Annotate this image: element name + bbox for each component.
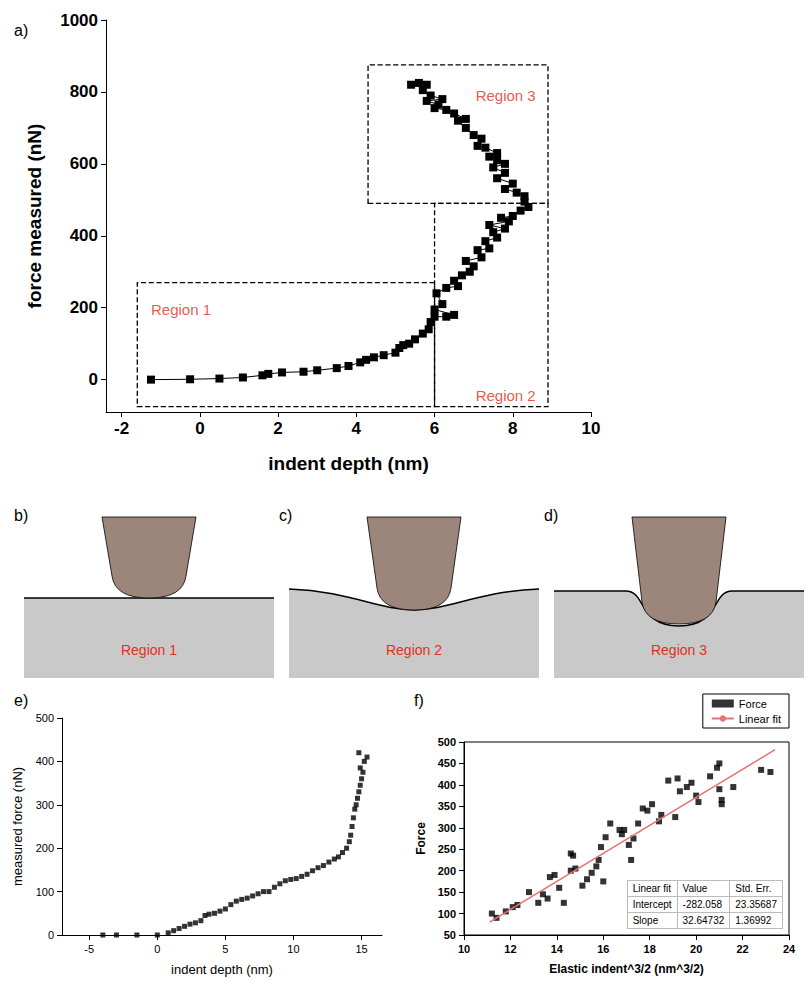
svg-text:600: 600 <box>70 154 98 173</box>
svg-text:200: 200 <box>36 842 54 854</box>
html-text:Linear fit: Linear fit <box>632 883 671 894</box>
html-text:32.64732: 32.64732 <box>682 915 725 926</box>
svg-text:5: 5 <box>222 943 228 955</box>
svg-text:10: 10 <box>287 943 299 955</box>
html-text:Intercept: Intercept <box>632 899 672 910</box>
svg-text:Region 3: Region 3 <box>651 642 707 658</box>
svg-text:100: 100 <box>438 908 456 920</box>
svg-text:500: 500 <box>36 712 54 724</box>
svg-text:2: 2 <box>273 419 282 438</box>
svg-text:Region 1: Region 1 <box>121 642 177 658</box>
svg-text:16: 16 <box>597 943 609 955</box>
svg-text:4: 4 <box>352 419 362 438</box>
html-text:Std. Err.: Std. Err. <box>735 883 772 894</box>
svg-text:100: 100 <box>36 886 54 898</box>
html-text:Slope: Slope <box>632 915 659 926</box>
svg-text:0: 0 <box>195 419 204 438</box>
html-text:c): c) <box>279 507 293 524</box>
svg-text:350: 350 <box>438 800 456 812</box>
svg-text:8: 8 <box>508 419 517 438</box>
svg-text:6: 6 <box>430 419 439 438</box>
svg-text:Force: Force <box>739 698 767 710</box>
svg-text:Region 3: Region 3 <box>476 87 536 104</box>
svg-text:0: 0 <box>89 370 98 389</box>
svg-text:14: 14 <box>551 943 564 955</box>
html-text:d): d) <box>544 507 559 524</box>
html-text:f): f) <box>414 692 424 709</box>
svg-text:Region 2: Region 2 <box>476 387 536 404</box>
svg-text:1000: 1000 <box>60 11 98 30</box>
svg-text:200: 200 <box>70 298 98 317</box>
svg-text:indent depth (nm): indent depth (nm) <box>171 962 273 977</box>
svg-text:Region 2: Region 2 <box>386 642 442 658</box>
svg-text:22: 22 <box>736 943 748 955</box>
svg-text:10: 10 <box>458 943 470 955</box>
html-text:23.35687: 23.35687 <box>735 899 777 910</box>
svg-text:-2: -2 <box>114 419 129 438</box>
svg-text:0: 0 <box>154 943 160 955</box>
svg-text:400: 400 <box>438 779 456 791</box>
svg-text:Region 1: Region 1 <box>151 301 211 318</box>
svg-text:0: 0 <box>48 929 54 941</box>
svg-text:250: 250 <box>438 843 456 855</box>
svg-text:force measured (nN): force measured (nN) <box>24 124 45 309</box>
svg-text:-5: -5 <box>84 943 94 955</box>
svg-text:500: 500 <box>438 736 456 748</box>
html-text:a): a) <box>14 22 29 39</box>
svg-text:indent depth (nm): indent depth (nm) <box>268 453 428 474</box>
svg-text:10: 10 <box>582 419 601 438</box>
svg-text:50: 50 <box>444 929 456 941</box>
svg-text:450: 450 <box>438 757 456 769</box>
svg-text:20: 20 <box>690 943 702 955</box>
svg-text:18: 18 <box>644 943 656 955</box>
html-text:b): b) <box>14 507 29 524</box>
html-text:1.36992: 1.36992 <box>735 915 772 926</box>
svg-text:Linear fit: Linear fit <box>739 713 781 725</box>
svg-text:24: 24 <box>783 943 796 955</box>
svg-text:400: 400 <box>70 226 98 245</box>
svg-text:12: 12 <box>504 943 516 955</box>
html-text:e): e) <box>14 692 29 709</box>
svg-text:Force: Force <box>414 822 428 855</box>
html-text:-282.058: -282.058 <box>682 899 722 910</box>
svg-text:Elastic indent^3/2 (nm^3/2): Elastic indent^3/2 (nm^3/2) <box>549 962 704 976</box>
svg-text:150: 150 <box>438 886 456 898</box>
svg-text:15: 15 <box>355 943 367 955</box>
svg-text:200: 200 <box>438 865 456 877</box>
html-text:Value: Value <box>682 883 708 894</box>
svg-text:measured force (nN): measured force (nN) <box>10 767 25 886</box>
svg-text:800: 800 <box>70 82 98 101</box>
svg-text:400: 400 <box>36 755 54 767</box>
svg-text:300: 300 <box>36 799 54 811</box>
svg-text:300: 300 <box>438 822 456 834</box>
